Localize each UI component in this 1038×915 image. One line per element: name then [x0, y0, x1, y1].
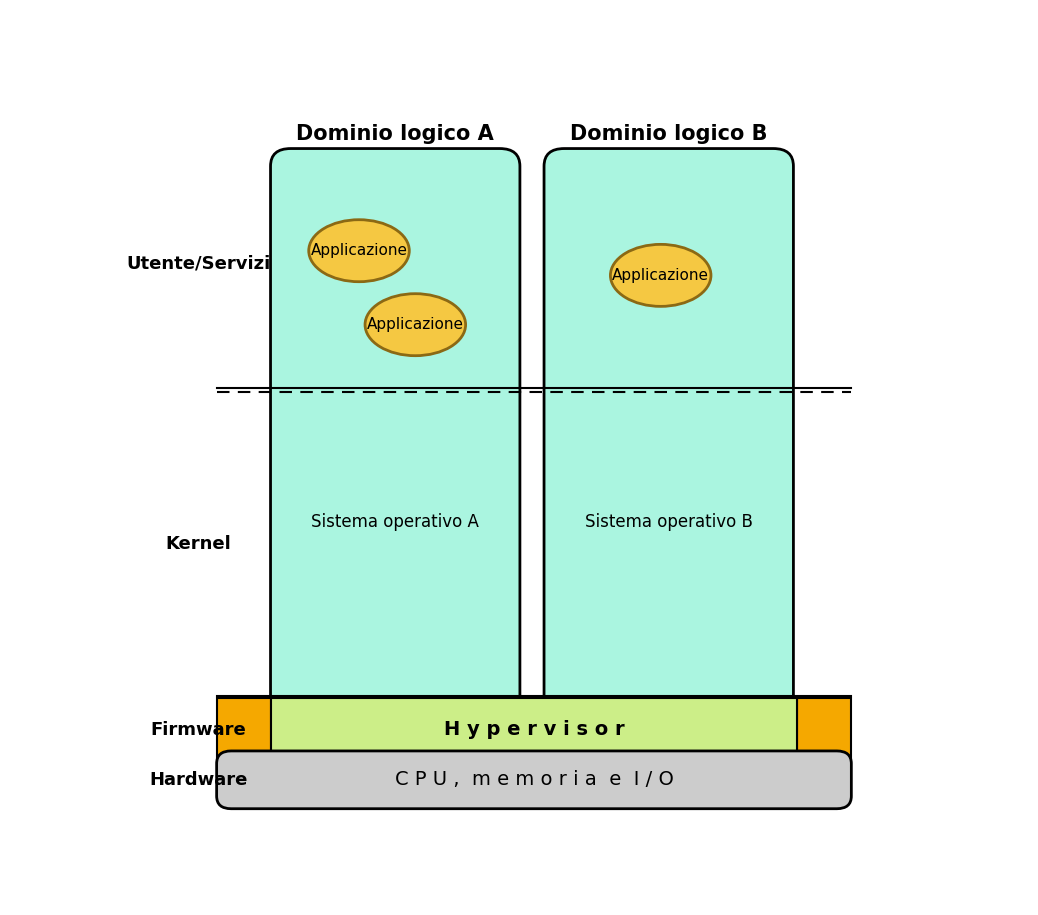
Text: Applicazione: Applicazione — [612, 268, 709, 283]
Bar — [271, 698, 797, 761]
Text: Hardware: Hardware — [148, 770, 247, 789]
Text: Dominio logico A: Dominio logico A — [296, 124, 494, 145]
Text: Firmware: Firmware — [151, 721, 246, 738]
Text: H y p e r v i s o r: H y p e r v i s o r — [443, 720, 624, 739]
FancyBboxPatch shape — [217, 751, 851, 809]
FancyBboxPatch shape — [544, 148, 793, 793]
Text: C P U ,  m e m o r i a  e  I / O: C P U , m e m o r i a e I / O — [394, 770, 674, 790]
FancyBboxPatch shape — [271, 148, 520, 793]
Ellipse shape — [308, 220, 409, 282]
Text: Sistema operativo B: Sistema operativo B — [584, 513, 753, 531]
Text: Applicazione: Applicazione — [366, 318, 464, 332]
Ellipse shape — [610, 244, 711, 307]
Text: Applicazione: Applicazione — [310, 243, 408, 258]
Ellipse shape — [365, 294, 466, 356]
Bar — [217, 698, 271, 761]
Text: Kernel: Kernel — [165, 534, 231, 553]
Text: Sistema operativo A: Sistema operativo A — [311, 513, 480, 531]
Bar — [797, 698, 851, 761]
Text: Utente/Servizi: Utente/Servizi — [126, 254, 270, 272]
Text: Dominio logico B: Dominio logico B — [570, 124, 767, 145]
